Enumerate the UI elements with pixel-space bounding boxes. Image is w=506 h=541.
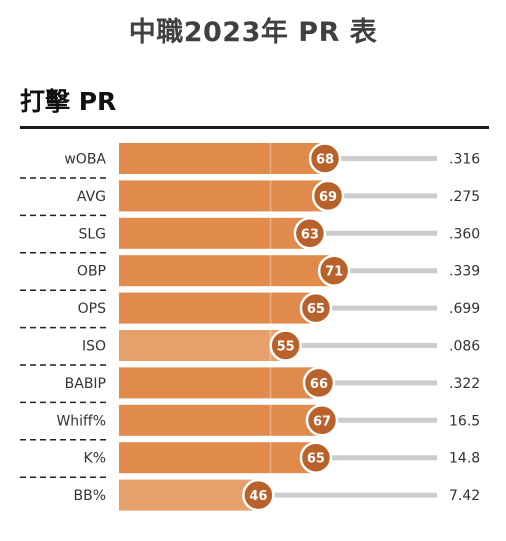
section-title: 打擊 PR [20, 87, 117, 116]
pr-badge [269, 329, 302, 362]
bar [119, 404, 323, 436]
pr-value-label: 71 [325, 265, 343, 280]
pr-badge [302, 366, 336, 400]
category-label: BABIP [65, 376, 106, 392]
pr-badge [305, 404, 339, 437]
stat-value-label: .086 [449, 339, 480, 355]
bar [119, 180, 329, 212]
pr-badge [308, 142, 342, 175]
stat-value-label: .322 [449, 376, 480, 392]
stat-value-label: .316 [449, 152, 480, 168]
pr-badge [293, 217, 327, 250]
pr-value-label: 68 [316, 153, 334, 168]
stat-value-label: .339 [449, 264, 480, 280]
pr-value-label: 66 [310, 377, 328, 392]
category-label: OBP [77, 264, 106, 280]
bar [119, 292, 316, 324]
stat-value-label: .699 [449, 301, 480, 317]
bar [119, 143, 326, 174]
stat-value-label: .275 [449, 189, 480, 205]
category-label: K% [84, 451, 106, 467]
pr-value-label: 65 [307, 452, 325, 467]
stat-value-label: 16.5 [449, 413, 480, 429]
pr-value-label: 67 [313, 414, 331, 429]
bar [119, 330, 286, 361]
pr-badge [299, 441, 333, 474]
bar [119, 479, 259, 511]
pr-badge [311, 179, 345, 213]
pr-value-label: 55 [277, 340, 295, 355]
bar [119, 217, 310, 249]
category-label: AVG [77, 189, 106, 205]
pr-badge [299, 291, 333, 325]
category-label: SLG [78, 226, 106, 242]
category-label: wOBA [64, 152, 106, 168]
page-title: 中職2023年 PR 表 [128, 17, 378, 48]
category-label: OPS [78, 301, 106, 317]
pr-value-label: 63 [301, 227, 319, 242]
stat-value-label: 14.8 [449, 451, 480, 467]
stat-value-label: 7.42 [449, 488, 480, 504]
pr-badge [242, 478, 275, 512]
pr-value-label: 69 [319, 190, 337, 205]
bar [119, 255, 335, 287]
category-label: BB% [73, 488, 106, 504]
bar [119, 367, 319, 399]
pr-value-label: 46 [249, 489, 267, 504]
section-divider [20, 126, 489, 129]
pr-badge [317, 254, 351, 287]
category-label: Whiff% [56, 413, 106, 429]
stat-value-label: .360 [449, 226, 480, 242]
category-label: ISO [82, 339, 106, 355]
pr-value-label: 65 [307, 302, 325, 317]
bar [119, 442, 316, 474]
